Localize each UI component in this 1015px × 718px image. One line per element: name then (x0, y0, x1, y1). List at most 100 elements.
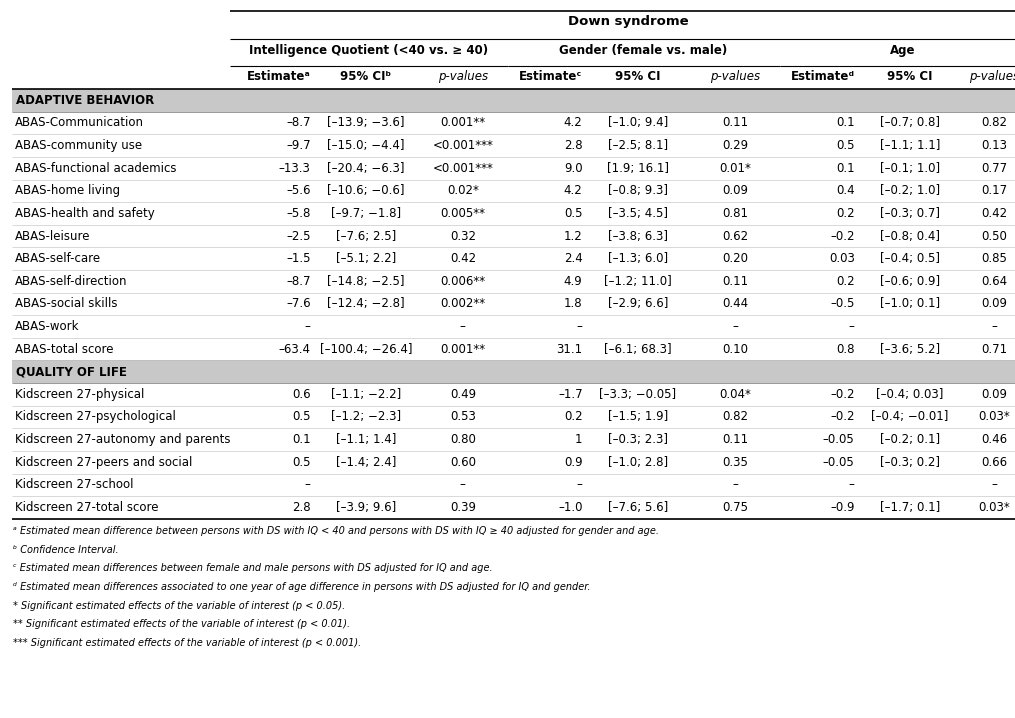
Text: Kidscreen 27-peers and social: Kidscreen 27-peers and social (15, 456, 193, 469)
Text: ABAS-health and safety: ABAS-health and safety (15, 207, 155, 220)
Text: 0.001**: 0.001** (441, 342, 485, 355)
Text: [–12.4; −2.8]: [–12.4; −2.8] (327, 297, 405, 310)
Text: 2.4: 2.4 (564, 252, 583, 265)
Text: ABAS-social skills: ABAS-social skills (15, 297, 118, 310)
Text: 2.8: 2.8 (564, 139, 583, 152)
Text: [–1.1; 1.1]: [–1.1; 1.1] (880, 139, 940, 152)
Text: 95% CI: 95% CI (887, 70, 933, 83)
Text: [–0.4; 0.5]: [–0.4; 0.5] (880, 252, 940, 265)
Text: Estimateᵈ: Estimateᵈ (791, 70, 855, 83)
Text: –: – (577, 320, 583, 333)
Text: 4.2: 4.2 (564, 116, 583, 129)
Text: [–20.4; −6.3]: [–20.4; −6.3] (327, 162, 405, 174)
Text: [–1.1; −2.2]: [–1.1; −2.2] (331, 388, 401, 401)
Text: [–0.6; 0.9]: [–0.6; 0.9] (880, 275, 940, 288)
Text: –0.05: –0.05 (823, 433, 855, 446)
Text: ᵈ Estimated mean differences associated to one year of age difference in persons: ᵈ Estimated mean differences associated … (13, 582, 591, 592)
Text: –: – (304, 478, 311, 491)
Text: ADAPTIVE BEHAVIOR: ADAPTIVE BEHAVIOR (16, 94, 154, 107)
Text: [–10.6; −0.6]: [–10.6; −0.6] (327, 185, 405, 197)
Text: –8.7: –8.7 (286, 116, 311, 129)
Text: 1.8: 1.8 (564, 297, 583, 310)
Text: –13.3: –13.3 (279, 162, 311, 174)
Text: 0.82: 0.82 (722, 411, 748, 424)
Text: 9.0: 9.0 (564, 162, 583, 174)
Text: –0.2: –0.2 (830, 230, 855, 243)
Text: [–1.3; 6.0]: [–1.3; 6.0] (608, 252, 668, 265)
Text: 0.20: 0.20 (722, 252, 748, 265)
Text: ᵃ Estimated mean difference between persons with DS with IQ < 40 and persons wit: ᵃ Estimated mean difference between pers… (13, 526, 659, 536)
Text: 0.01*: 0.01* (719, 162, 751, 174)
Text: [–1.0; 9.4]: [–1.0; 9.4] (608, 116, 668, 129)
Text: 0.09: 0.09 (982, 297, 1007, 310)
Text: 0.11: 0.11 (722, 433, 748, 446)
Text: Age: Age (890, 44, 916, 57)
Text: 0.32: 0.32 (450, 230, 476, 243)
Text: ᵇ Confidence Interval.: ᵇ Confidence Interval. (13, 544, 119, 554)
Text: –9.7: –9.7 (286, 139, 311, 152)
Text: ABAS-self-care: ABAS-self-care (15, 252, 102, 265)
Text: 1.2: 1.2 (564, 230, 583, 243)
Text: [–3.9; 9.6]: [–3.9; 9.6] (336, 501, 396, 514)
Text: [–0.8; 9.3]: [–0.8; 9.3] (608, 185, 668, 197)
Text: –: – (577, 478, 583, 491)
Text: Kidscreen 27-psychological: Kidscreen 27-psychological (15, 411, 176, 424)
Text: [–1.0; 0.1]: [–1.0; 0.1] (880, 297, 940, 310)
Text: –0.05: –0.05 (823, 456, 855, 469)
Text: –: – (732, 478, 738, 491)
Text: –0.2: –0.2 (830, 388, 855, 401)
Text: [–0.2; 1.0]: [–0.2; 1.0] (880, 185, 940, 197)
Text: [–0.3; 2.3]: [–0.3; 2.3] (608, 433, 668, 446)
Text: [–0.7; 0.8]: [–0.7; 0.8] (880, 116, 940, 129)
Text: –: – (992, 478, 997, 491)
Text: –: – (732, 320, 738, 333)
Text: 1: 1 (576, 433, 583, 446)
Text: 0.005**: 0.005** (441, 207, 485, 220)
Text: –5.8: –5.8 (286, 207, 311, 220)
Text: [–1.1; 1.4]: [–1.1; 1.4] (336, 433, 396, 446)
Text: 0.64: 0.64 (982, 275, 1007, 288)
Text: –: – (460, 320, 466, 333)
Text: –0.5: –0.5 (830, 297, 855, 310)
Text: 0.09: 0.09 (982, 388, 1007, 401)
Text: 0.80: 0.80 (450, 433, 476, 446)
Text: –5.6: –5.6 (286, 185, 311, 197)
Text: <0.001***: <0.001*** (432, 139, 493, 152)
Text: ** Significant estimated effects of the variable of interest (p < 0.01).: ** Significant estimated effects of the … (13, 619, 350, 629)
Text: [–5.1; 2.2]: [–5.1; 2.2] (336, 252, 396, 265)
Text: ABAS-home living: ABAS-home living (15, 185, 121, 197)
Text: 4.9: 4.9 (564, 275, 583, 288)
Text: [–1.0; 2.8]: [–1.0; 2.8] (608, 456, 668, 469)
Text: Estimateᵃ: Estimateᵃ (247, 70, 311, 83)
Text: ABAS-functional academics: ABAS-functional academics (15, 162, 177, 174)
Text: 0.77: 0.77 (982, 162, 1007, 174)
Text: [–13.9; −3.6]: [–13.9; −3.6] (327, 116, 405, 129)
Text: Kidscreen 27-physical: Kidscreen 27-physical (15, 388, 144, 401)
Text: [–3.5; 4.5]: [–3.5; 4.5] (608, 207, 668, 220)
Text: 0.44: 0.44 (722, 297, 748, 310)
Text: QUALITY OF LIFE: QUALITY OF LIFE (16, 365, 127, 378)
Text: 0.5: 0.5 (292, 411, 311, 424)
Text: Estimateᶜ: Estimateᶜ (520, 70, 583, 83)
Text: [–14.8; −2.5]: [–14.8; −2.5] (327, 275, 405, 288)
Text: 0.17: 0.17 (982, 185, 1007, 197)
Text: 0.4: 0.4 (836, 185, 855, 197)
Text: 0.04*: 0.04* (719, 388, 751, 401)
Text: 0.82: 0.82 (982, 116, 1007, 129)
Text: 0.11: 0.11 (722, 116, 748, 129)
Text: 0.2: 0.2 (836, 275, 855, 288)
Text: [–1.2; −2.3]: [–1.2; −2.3] (331, 411, 401, 424)
Text: Gender (female vs. male): Gender (female vs. male) (559, 44, 728, 57)
Text: Kidscreen 27-total score: Kidscreen 27-total score (15, 501, 158, 514)
Text: –0.9: –0.9 (830, 501, 855, 514)
Text: ᶜ Estimated mean differences between female and male persons with DS adjusted fo: ᶜ Estimated mean differences between fem… (13, 563, 493, 573)
Text: Down syndrome: Down syndrome (568, 15, 688, 28)
Text: 0.2: 0.2 (836, 207, 855, 220)
Bar (12, 360, 1015, 383)
Text: [–0.3; 0.7]: [–0.3; 0.7] (880, 207, 940, 220)
Text: 4.2: 4.2 (564, 185, 583, 197)
Text: *** Significant estimated effects of the variable of interest (p < 0.001).: *** Significant estimated effects of the… (13, 638, 361, 648)
Text: –2.5: –2.5 (286, 230, 311, 243)
Text: 0.50: 0.50 (982, 230, 1007, 243)
Text: 0.001**: 0.001** (441, 116, 485, 129)
